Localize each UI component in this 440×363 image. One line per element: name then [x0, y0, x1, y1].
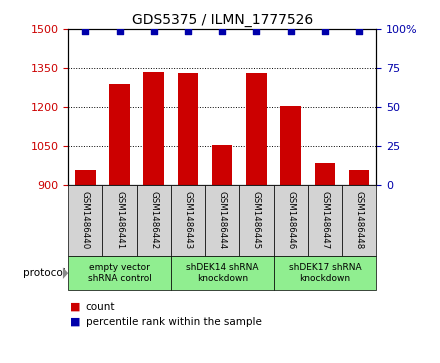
- Point: [219, 28, 226, 33]
- Point: [287, 28, 294, 33]
- Bar: [143, 72, 164, 363]
- Text: ■: ■: [70, 302, 81, 312]
- Bar: [109, 83, 130, 363]
- Bar: [178, 73, 198, 363]
- Point: [150, 28, 157, 33]
- Point: [253, 28, 260, 33]
- Text: GSM1486440: GSM1486440: [81, 191, 90, 250]
- Point: [184, 28, 191, 33]
- Text: protocol: protocol: [23, 268, 66, 278]
- Text: percentile rank within the sample: percentile rank within the sample: [86, 317, 262, 327]
- Text: GSM1486442: GSM1486442: [149, 191, 158, 250]
- Point: [321, 28, 328, 33]
- Point: [356, 28, 363, 33]
- Point: [116, 28, 123, 33]
- Bar: [315, 163, 335, 363]
- Text: GSM1486446: GSM1486446: [286, 191, 295, 250]
- Text: shDEK17 shRNA
knockdown: shDEK17 shRNA knockdown: [289, 264, 361, 283]
- Text: GSM1486448: GSM1486448: [355, 191, 363, 250]
- Point: [82, 28, 89, 33]
- Text: GSM1486445: GSM1486445: [252, 191, 261, 250]
- Bar: [75, 170, 95, 363]
- Text: GSM1486444: GSM1486444: [218, 191, 227, 250]
- Text: shDEK14 shRNA
knockdown: shDEK14 shRNA knockdown: [186, 264, 258, 283]
- Bar: [280, 106, 301, 363]
- Bar: [246, 73, 267, 363]
- Bar: [212, 145, 232, 363]
- Title: GDS5375 / ILMN_1777526: GDS5375 / ILMN_1777526: [132, 13, 313, 26]
- Text: count: count: [86, 302, 115, 312]
- Bar: [349, 170, 369, 363]
- Text: GSM1486447: GSM1486447: [320, 191, 330, 250]
- Text: ■: ■: [70, 317, 81, 327]
- Text: GSM1486443: GSM1486443: [183, 191, 192, 250]
- Text: GSM1486441: GSM1486441: [115, 191, 124, 250]
- Text: empty vector
shRNA control: empty vector shRNA control: [88, 264, 151, 283]
